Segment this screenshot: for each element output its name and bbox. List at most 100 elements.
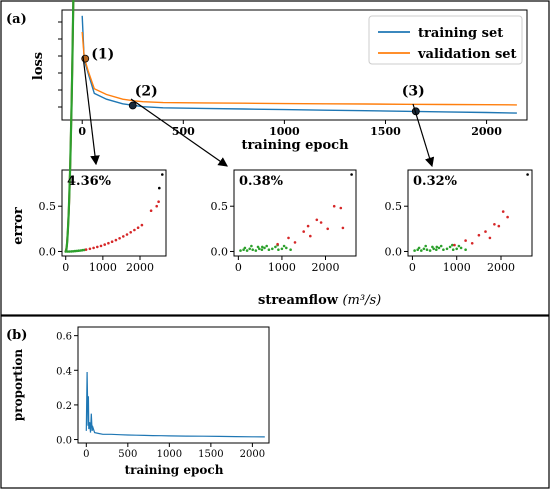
scatter-point	[459, 246, 463, 250]
streamflow-label: streamflow	[258, 293, 339, 308]
scatter-point	[413, 249, 416, 252]
proportion-x-tick-label: 0	[83, 449, 89, 460]
scatter-x-tick-label: 0	[62, 261, 69, 274]
proportion-ticks: 0 500 1000 1500 2000 0.0 0.2 0.4 0.6	[56, 332, 265, 460]
scatter-point	[493, 223, 496, 226]
scatter-point	[428, 249, 432, 252]
scatter-point	[457, 244, 461, 248]
scatter-y-tick-label: 0.5	[39, 200, 57, 213]
proportion-x-tick-label: 1000	[157, 449, 182, 460]
proportion-y-label: proportion	[11, 349, 25, 422]
arrow-3	[412, 103, 435, 168]
loss-legend: training set validation set	[368, 15, 523, 65]
scatter-point	[319, 221, 323, 224]
scatter-point	[425, 248, 429, 251]
streamflow-x-label: streamflow (m³/s)	[258, 293, 381, 308]
scatter-point	[114, 238, 118, 242]
loss-x-tick-label: 500	[172, 125, 195, 138]
scatter-point	[77, 249, 80, 252]
scatter-point	[477, 233, 481, 237]
scatter-point	[339, 206, 343, 210]
scatter-point	[422, 247, 426, 251]
scatter-point	[250, 244, 253, 248]
scatter-point	[68, 250, 71, 253]
scatter-point	[258, 247, 261, 251]
scatter-panel-1: 0 1000 2000 0.0 0.5 4.36%	[39, 0, 167, 274]
scatter-point	[431, 245, 434, 249]
scatter-point	[267, 248, 271, 251]
scatter-point	[285, 246, 288, 250]
loss-x-label: training epoch	[241, 138, 349, 153]
proportion-x-label: training epoch	[125, 463, 224, 477]
scatter-point	[484, 230, 487, 233]
scatter-point	[261, 245, 264, 249]
panel-b-label: (b)	[6, 328, 27, 343]
scatter-point	[118, 237, 121, 240]
scatter-point	[71, 250, 75, 253]
scatter-axes-2	[233, 169, 357, 257]
legend-box	[368, 15, 523, 65]
scatter-point	[464, 239, 467, 242]
scatter-point	[326, 227, 330, 231]
scatter-point	[432, 247, 436, 251]
scatter-point	[289, 248, 292, 251]
scatter-percentage: 0.38%	[239, 174, 284, 189]
streamflow-unit: (m³/s)	[342, 293, 381, 308]
scatter-point	[282, 244, 286, 248]
scatter-x-tick-label: 1000	[89, 261, 117, 274]
proportion-x-tick-label: 500	[118, 449, 137, 460]
scatter-point	[501, 210, 505, 213]
loss-x-tick-label: 0	[78, 125, 86, 138]
legend-label-training: training set	[418, 26, 503, 41]
scatter-point	[122, 235, 125, 238]
scatter-axes-3	[407, 169, 533, 257]
scatter-point	[125, 233, 129, 236]
arrow-1	[82, 55, 100, 166]
scatter-x-tick-label: 1000	[443, 261, 471, 274]
panel-a-frame	[0, 0, 550, 316]
scatter-point	[435, 245, 439, 249]
scatter-point	[439, 244, 443, 248]
scatter-point	[73, 249, 77, 253]
scatter-point	[260, 248, 264, 251]
proportion-x-tick-label: 2000	[240, 449, 265, 460]
loss-x-tick-label: 1000	[269, 125, 300, 138]
scatter-point	[239, 249, 242, 252]
scatter-point	[293, 241, 297, 244]
scatter-x-tick-label: 2000	[487, 261, 515, 274]
scatter-point	[256, 245, 260, 249]
scatter-point	[280, 247, 284, 251]
scatter-x-tick-label: 2000	[312, 261, 340, 274]
scatter-point	[277, 248, 280, 251]
scatter-point	[84, 248, 88, 251]
scatter-point	[315, 218, 319, 222]
loss-annotations: (1) (2) (3)	[81, 47, 425, 116]
scatter-point	[107, 241, 110, 245]
scatter-point	[245, 249, 249, 252]
callout-arrows	[82, 55, 435, 168]
scatter-point	[103, 243, 106, 246]
scatter-point	[129, 231, 132, 234]
scatter-point	[157, 200, 160, 203]
scatter-point	[420, 249, 423, 252]
error-y-label: error	[11, 207, 26, 245]
scatter-y-tick-label: 0.0	[39, 245, 57, 258]
loss-y-label: loss	[31, 52, 46, 80]
panel-a-label: (a)	[6, 12, 27, 27]
scatter-curve-green	[64, 0, 75, 252]
scatter-point	[287, 236, 290, 240]
scatter-point	[506, 215, 509, 219]
scatter-y-tick-label: 0.0	[211, 245, 229, 258]
proportion-line	[85, 371, 265, 438]
scatter-point	[251, 248, 254, 251]
scatter-point	[435, 248, 438, 251]
scatter-point	[276, 242, 279, 246]
scatter-point	[451, 243, 454, 247]
scatter-point	[417, 246, 421, 250]
loss-marker-2	[128, 101, 137, 110]
scatter-point	[161, 173, 164, 176]
scatter-point	[136, 226, 140, 229]
scatter-percentage: 0.32%	[413, 174, 458, 189]
scatter-point	[158, 186, 161, 190]
